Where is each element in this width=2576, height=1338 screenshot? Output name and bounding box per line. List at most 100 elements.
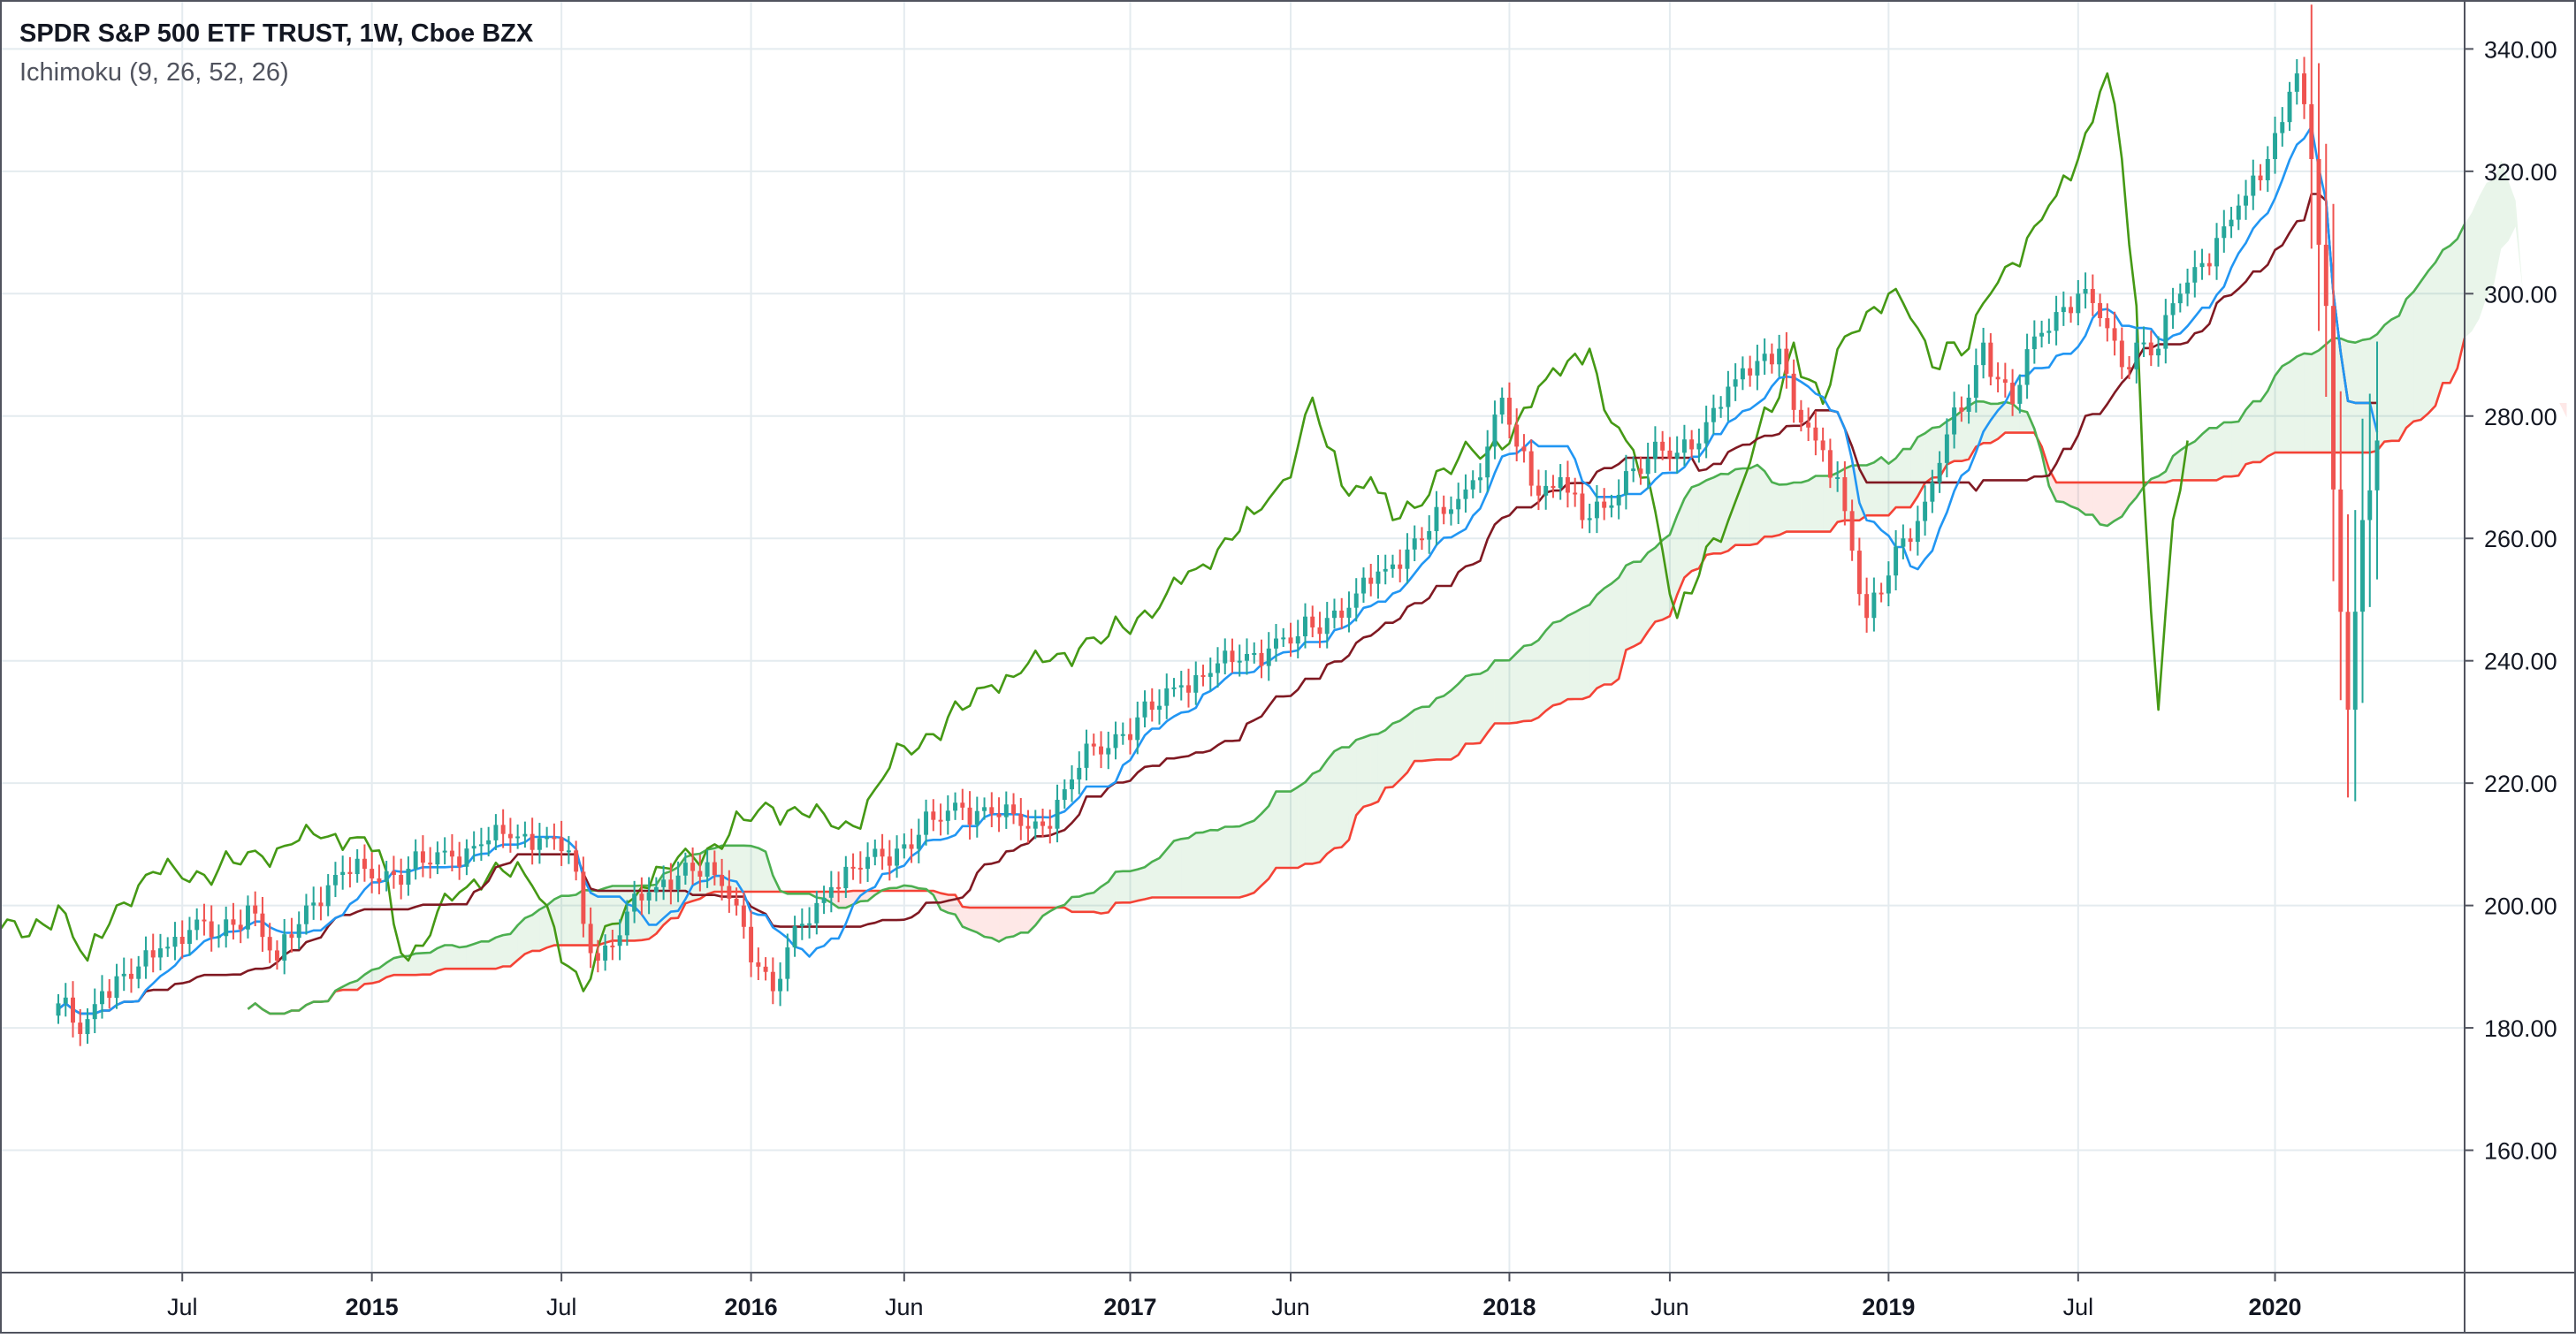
candle-body	[2163, 315, 2168, 349]
cloud-segment	[2501, 160, 2509, 249]
cloud-segment	[415, 953, 423, 976]
candle	[2177, 283, 2183, 313]
candle-body	[420, 851, 425, 863]
cloud-segment	[1772, 482, 1780, 537]
cloud-segment	[488, 937, 496, 969]
candle	[1339, 597, 1345, 629]
candle	[1901, 524, 1906, 559]
cloud-segment	[1071, 896, 1079, 912]
candle-body	[705, 862, 710, 877]
candle	[1113, 721, 1118, 760]
candle	[1580, 483, 1585, 529]
cloud-segment	[1137, 867, 1146, 901]
candle	[552, 823, 557, 850]
candle	[471, 831, 476, 863]
time-axis[interactable]: Jul 2015 Jul 2016 Jun 2017 Jun 2018 Jun 2019 Jul 20…	[167, 1273, 2302, 1320]
candle	[311, 886, 316, 920]
candle-body	[974, 810, 979, 825]
candle	[873, 839, 878, 866]
candle-body	[895, 848, 900, 866]
cloud-segment	[1735, 468, 1743, 545]
candle	[530, 817, 535, 865]
cloud-segment	[1713, 474, 1721, 554]
cloud-segment	[1480, 670, 1488, 743]
candle	[1324, 602, 1330, 649]
candle-body	[1274, 638, 1278, 649]
cloud-segment	[1910, 437, 1918, 508]
candle-body	[1383, 568, 1388, 572]
candle-body	[1295, 636, 1300, 644]
candle	[187, 916, 192, 956]
candle	[1631, 456, 1636, 483]
cloud-segment	[1406, 710, 1415, 773]
cloud-segment	[445, 945, 453, 969]
candle	[1223, 638, 1228, 675]
cloud-segment	[736, 845, 744, 893]
candle-body	[945, 810, 950, 821]
candle-body	[406, 869, 411, 886]
y-tick-label: 280.00	[2484, 404, 2557, 430]
candle	[1565, 460, 1570, 508]
cloud-segment	[1254, 813, 1261, 893]
candle	[2214, 223, 2220, 280]
candle-body	[493, 825, 499, 840]
candle-body	[2338, 489, 2344, 612]
candle-body	[2090, 288, 2095, 303]
y-tick-label: 320.00	[2484, 159, 2557, 186]
candle	[370, 852, 375, 893]
candle	[603, 934, 608, 971]
candle-body	[107, 991, 112, 999]
candle-body	[143, 950, 149, 967]
candle	[595, 939, 600, 973]
candle-body	[289, 934, 294, 939]
candle	[749, 910, 754, 977]
candle	[574, 840, 579, 881]
candle-body	[1849, 511, 1855, 551]
candle-body	[150, 950, 156, 958]
candle-body	[1470, 480, 1475, 490]
candle	[1456, 483, 1461, 524]
candle	[632, 880, 637, 924]
candle	[1252, 642, 1257, 664]
cloud-segment	[1246, 820, 1254, 896]
candle	[1944, 418, 1949, 478]
candle	[2148, 331, 2153, 367]
indicator-legend[interactable]: Ichimoku (9, 26, 52, 26)	[19, 58, 289, 87]
candle	[274, 940, 279, 970]
x-tick-label: Jun	[1650, 1294, 1689, 1320]
candle-body	[1171, 687, 1177, 689]
cloud-segment	[1619, 565, 1627, 680]
candle	[1390, 554, 1395, 578]
candle	[1609, 494, 1614, 518]
candle	[2098, 293, 2103, 327]
candle-body	[1528, 451, 1534, 486]
candle	[1784, 331, 1789, 389]
candle-body	[1266, 648, 1271, 666]
candle-body	[1223, 650, 1228, 664]
candle-body	[165, 946, 171, 949]
candle	[1616, 479, 1621, 520]
candle-body	[850, 866, 856, 869]
candle	[1171, 678, 1177, 697]
candle-body	[2156, 348, 2161, 356]
cloud-segment	[2092, 482, 2100, 525]
cloud-segment	[1086, 893, 1094, 912]
cloud-segment	[2319, 344, 2327, 453]
cloud-segment	[1742, 468, 1750, 545]
candle-body	[1923, 501, 1928, 521]
price-axis[interactable]: 160.00 180.00 200.00 220.00 240.00 260.00 280.…	[2465, 36, 2557, 1165]
cloud-segment	[1567, 612, 1575, 700]
candle	[1383, 554, 1388, 585]
candle-body	[2010, 383, 2016, 404]
cloud-segment	[2012, 403, 2020, 433]
candle-body	[1353, 593, 1359, 608]
candle	[1398, 549, 1403, 582]
candle	[2069, 296, 2074, 323]
candle	[296, 911, 301, 950]
cloud-segment	[838, 892, 846, 908]
candle-body	[1835, 477, 1841, 479]
cloud-segment	[1166, 840, 1175, 898]
